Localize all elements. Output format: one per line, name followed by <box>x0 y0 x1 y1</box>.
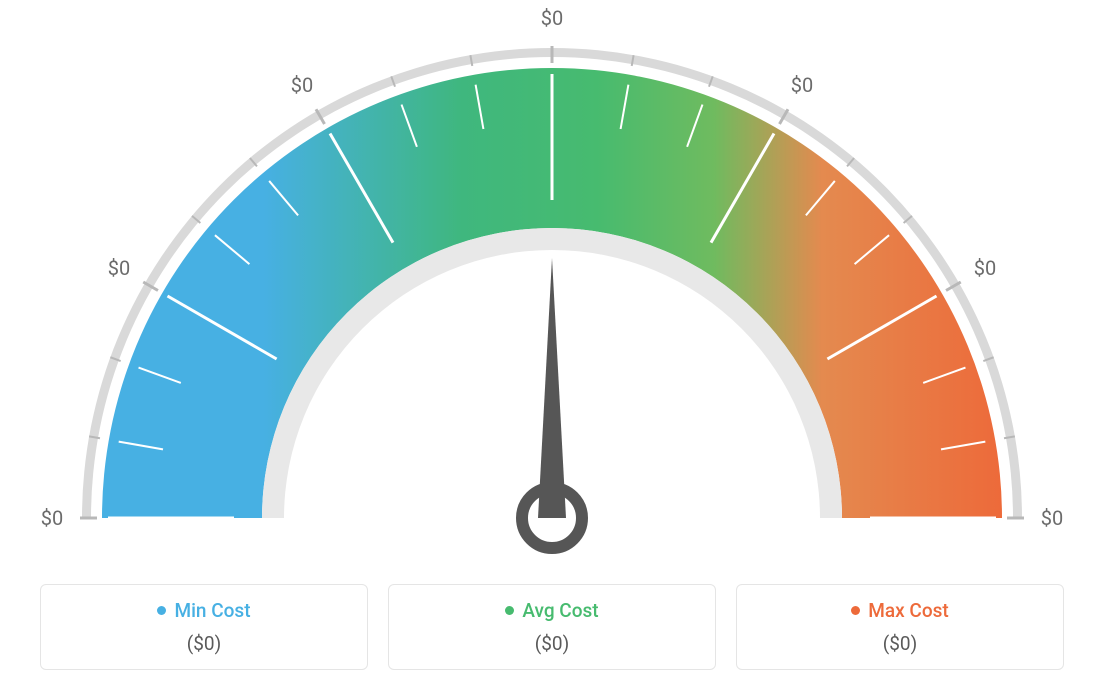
legend-label-text: Avg Cost <box>522 599 598 622</box>
legend-label: Min Cost <box>157 599 250 622</box>
legend-value: ($0) <box>51 632 357 655</box>
legend-value: ($0) <box>399 632 705 655</box>
gauge-svg <box>0 0 1104 560</box>
legend-card-avg-cost: Avg Cost ($0) <box>388 584 716 670</box>
gauge-tick-label: $0 <box>108 256 130 280</box>
legend-value: ($0) <box>747 632 1053 655</box>
gauge-tick-label: $0 <box>291 73 313 97</box>
gauge-tick-label: $0 <box>974 256 996 280</box>
gauge-tick-label: $0 <box>541 6 563 30</box>
legend-card-min-cost: Min Cost ($0) <box>40 584 368 670</box>
legend-label-text: Max Cost <box>868 599 948 622</box>
legend-card-max-cost: Max Cost ($0) <box>736 584 1064 670</box>
legend-dot-icon <box>157 606 166 615</box>
legend-dot-icon <box>851 606 860 615</box>
gauge-tick-label: $0 <box>791 73 813 97</box>
gauge-tick-label: $0 <box>1041 506 1063 530</box>
legend-dot-icon <box>505 606 514 615</box>
legend-label-text: Min Cost <box>174 599 250 622</box>
gauge-chart: $0 $0 $0 $0 $0 $0 $0 <box>0 0 1104 560</box>
legend-label: Max Cost <box>851 599 948 622</box>
legend-row: Min Cost ($0) Avg Cost ($0) Max Cost ($0) <box>40 584 1064 670</box>
legend-label: Avg Cost <box>505 599 598 622</box>
gauge-tick-label: $0 <box>41 506 63 530</box>
